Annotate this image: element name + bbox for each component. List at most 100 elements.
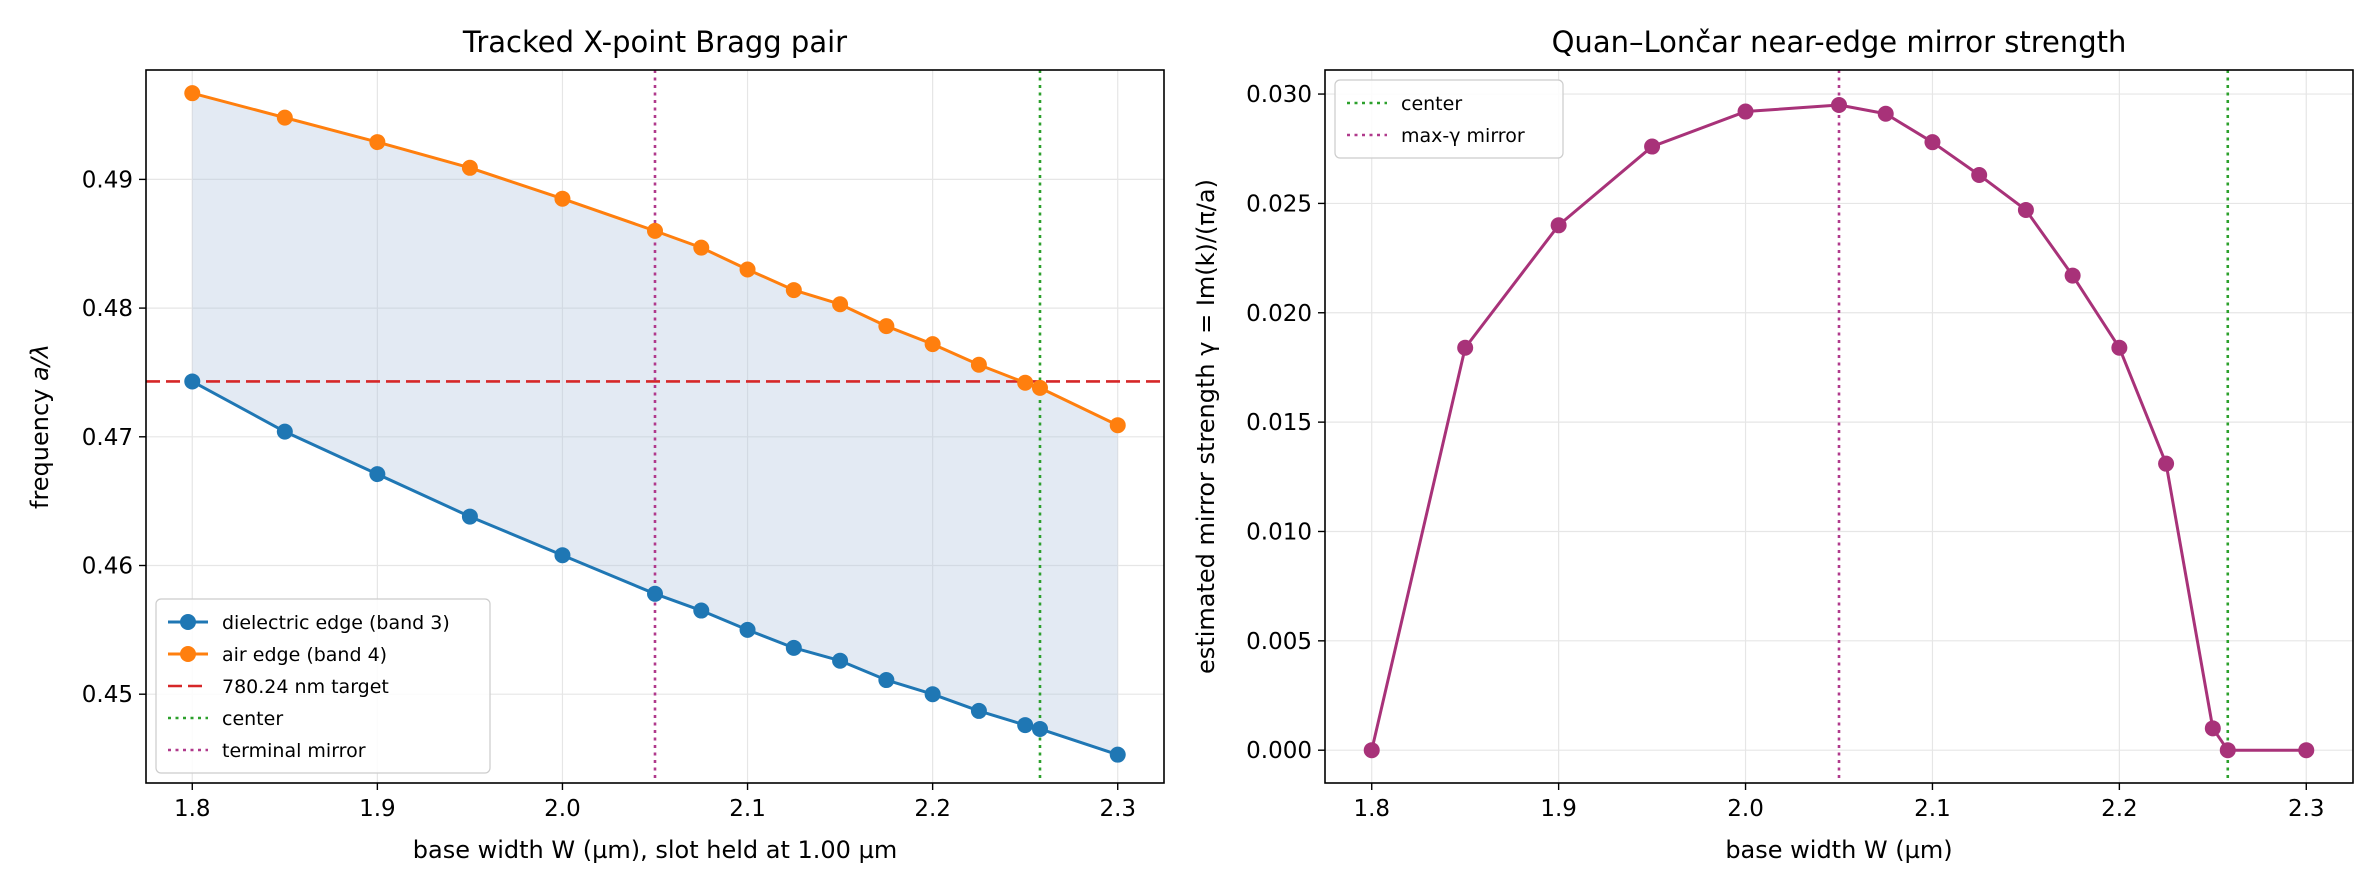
legend-box: [1334, 79, 1564, 159]
right-series-points: [1363, 96, 2315, 759]
y-tick-label: 0.030: [1246, 82, 1312, 108]
data-point-0: [1924, 134, 1941, 151]
data-point-0: [1737, 103, 1754, 120]
left-chart: 1.8 1.9 2.0 2.1 2.2 2.3 0.450.460.470.480.49 …: [26, 25, 1165, 864]
x-tick-label: 2.0: [1727, 796, 1764, 822]
data-point-0: [1644, 138, 1661, 155]
x-tick-label: 2.1: [1914, 796, 1951, 822]
y-tick-label: 0.46: [82, 553, 133, 579]
data-point-1: [461, 159, 478, 176]
y-tick-label: 0.000: [1246, 738, 1312, 764]
x-tick-label: 2.3: [2288, 796, 2325, 822]
data-point-0: [739, 621, 756, 638]
right-chart: 1.8 1.9 2.0 2.1 2.2 2.3 0.0000.0050.0100.0150…: [1192, 25, 2354, 864]
data-point-1: [1031, 379, 1048, 396]
data-point-0: [1031, 720, 1048, 737]
data-point-0: [693, 602, 710, 619]
right-y-ticks: 0.000 0.005 0.010 0.015 0.020 0.025 0.030: [1246, 82, 1325, 764]
x-tick-label: 2.0: [544, 796, 581, 822]
data-point-1: [647, 222, 663, 239]
data-point-0: [832, 652, 849, 669]
left-axes-frame: [145, 69, 1165, 784]
legend-label: max-γ mirror: [1401, 125, 1525, 147]
data-point-1: [970, 356, 987, 373]
data-point-0: [461, 508, 478, 525]
legend-box: [155, 598, 491, 774]
data-point-0: [647, 585, 663, 602]
legend-swatch-marker: [180, 614, 196, 630]
data-point-0: [2111, 339, 2128, 356]
series-line-0: [191, 380, 1119, 757]
legend-label: terminal mirror: [222, 740, 366, 762]
left-legend: dielectric edge (band 3) air edge (band 4…: [155, 598, 491, 774]
right-legend: center max-γ mirror: [1334, 79, 1564, 159]
data-point-0: [785, 639, 802, 656]
y-tick-label: 0.010: [1246, 519, 1312, 545]
x-tick-label: 2.1: [729, 796, 766, 822]
right-x-ticks: 1.8 1.9 2.0 2.1 2.2 2.3: [1353, 783, 2325, 822]
x-tick-label: 2.2: [914, 796, 951, 822]
y-tick-label: 0.020: [1246, 301, 1312, 327]
y-tick-label: 0.005: [1246, 629, 1312, 655]
left-gridlines: [146, 70, 1164, 783]
data-point-1: [184, 85, 201, 102]
y-tick-label: 0.015: [1246, 410, 1312, 436]
left-y-axis-label: frequency a/λ: [26, 344, 54, 509]
data-point-1: [369, 134, 386, 151]
data-point-0: [554, 547, 571, 564]
right-chart-title: Quan–Lončar near-edge mirror strength: [1552, 25, 2127, 59]
left-x-ticks: 1.8 1.9 2.0 2.1 2.2 2.3: [174, 783, 1136, 822]
left-chart-title: Tracked X-point Bragg pair: [462, 25, 847, 59]
data-point-1: [785, 282, 802, 299]
data-point-1: [832, 296, 849, 313]
left-series-points: [184, 85, 1126, 763]
data-point-0: [1109, 746, 1126, 763]
data-point-1: [693, 239, 710, 256]
data-point-1: [878, 318, 895, 335]
legend-label: dielectric edge (band 3): [222, 612, 450, 634]
data-point-0: [369, 466, 386, 483]
y-tick-label: 0.48: [82, 296, 133, 322]
data-point-1: [276, 109, 293, 126]
data-point-0: [1971, 166, 1988, 183]
y-tick-label: 0.025: [1246, 191, 1312, 217]
x-tick-label: 1.9: [1540, 796, 1577, 822]
left-y-axis-label-prefix: frequency: [26, 381, 54, 509]
left-reference-lines: [146, 70, 1164, 783]
right-reference-lines: [1837, 70, 2230, 783]
x-tick-label: 1.9: [359, 796, 396, 822]
data-point-0: [2064, 267, 2081, 284]
data-point-0: [2219, 742, 2236, 759]
left-series-lines: [191, 91, 1119, 757]
data-point-1: [554, 190, 571, 207]
data-point-0: [1363, 742, 1380, 759]
series-line-0: [1370, 103, 2307, 752]
right-axes-frame: [1324, 69, 2354, 784]
x-tick-label: 1.8: [1353, 796, 1390, 822]
legend-label: center: [222, 708, 283, 730]
data-point-0: [1877, 105, 1894, 122]
data-point-0: [1017, 717, 1034, 734]
data-point-1: [924, 336, 941, 353]
left-y-ticks: 0.45 0.46 0.47 0.48 0.49: [82, 167, 146, 708]
x-tick-label: 2.3: [1099, 796, 1136, 822]
data-point-1: [1017, 374, 1034, 391]
right-series-lines: [1370, 103, 2307, 752]
data-point-1: [739, 261, 756, 278]
data-point-0: [2017, 201, 2034, 218]
data-point-0: [276, 423, 293, 440]
legend-label: 780.24 nm target: [222, 676, 389, 698]
left-x-axis-label: base width W (µm), slot held at 1.00 µm: [413, 836, 897, 864]
y-tick-label: 0.47: [82, 425, 133, 451]
left-y-axis-label-math: a/λ: [26, 344, 54, 381]
series-line-1: [191, 91, 1119, 427]
data-point-0: [2158, 455, 2175, 472]
legend-swatch-marker: [180, 646, 196, 662]
data-point-0: [1457, 339, 1474, 356]
data-point-0: [1831, 96, 1847, 113]
y-tick-label: 0.49: [82, 167, 133, 193]
data-point-0: [924, 686, 941, 703]
data-point-0: [878, 672, 895, 689]
x-tick-label: 2.2: [2101, 796, 2138, 822]
